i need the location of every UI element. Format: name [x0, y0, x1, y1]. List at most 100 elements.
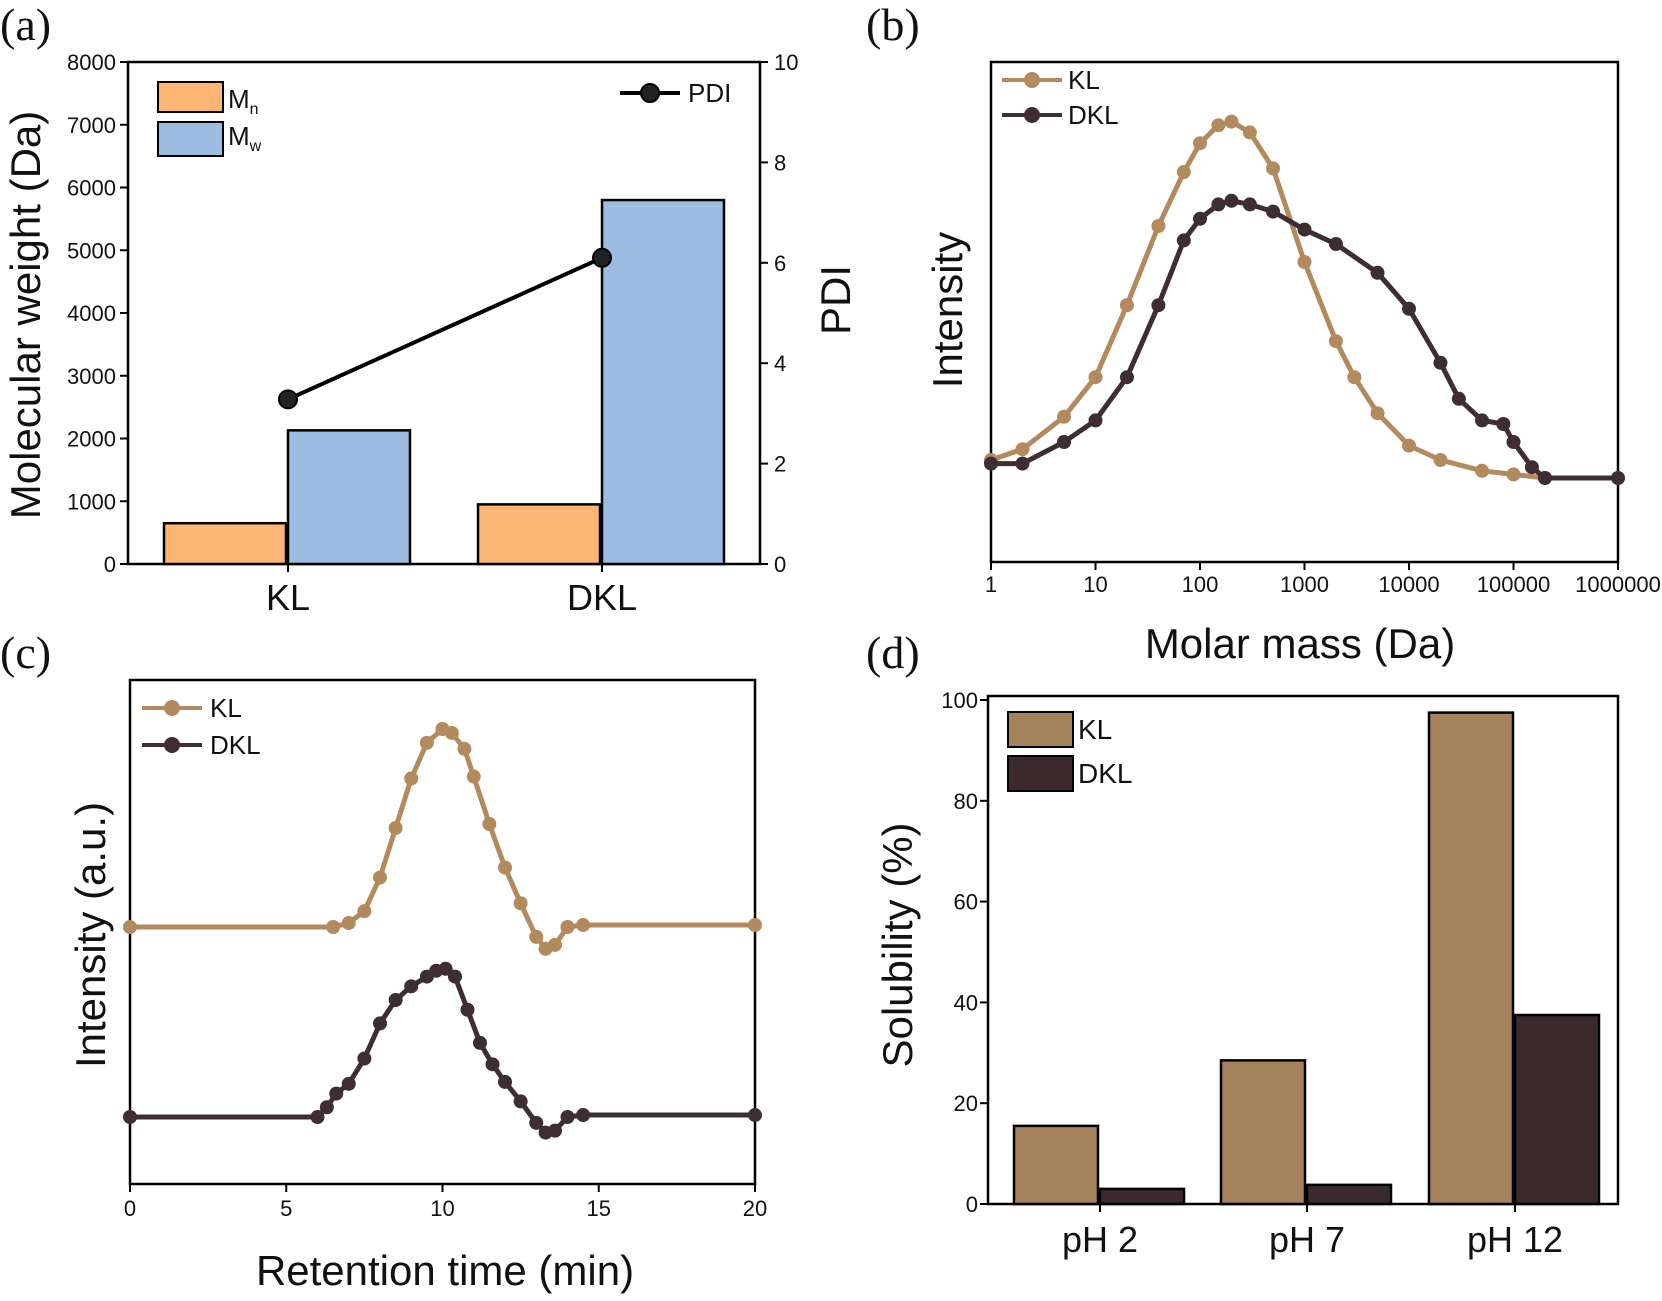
data-point-dkl: [1328, 237, 1343, 251]
data-point-dkl: [1496, 417, 1511, 431]
data-point-kl: [404, 771, 419, 786]
x-tick-label: 10: [430, 1196, 454, 1221]
x-tick-label: 15: [587, 1196, 611, 1221]
x-tick-label-ph12: pH 12: [1467, 1219, 1563, 1260]
data-point-dkl: [1176, 233, 1191, 248]
chart-d-legend: KL DKL: [1007, 711, 1132, 792]
data-point-dkl: [1119, 370, 1134, 385]
legend-marker-dkl: [1024, 107, 1040, 123]
legend-label-dkl: DKL: [210, 730, 261, 760]
data-point-dkl: [404, 979, 419, 994]
data-point-kl: [1176, 165, 1191, 179]
data-point-dkl: [748, 1108, 762, 1123]
y-tick-label: 0: [104, 552, 116, 577]
legend-label-kl: KL: [210, 693, 242, 723]
x-tick-label: 1: [985, 572, 997, 597]
data-point-kl: [1151, 219, 1166, 233]
y-tick-label: 7000: [67, 113, 116, 138]
data-point-dkl: [485, 1057, 500, 1072]
data-point-kl: [1328, 334, 1343, 349]
series-line-dkl: [130, 966, 755, 1136]
chart-a-ylabel: Molecular weight (Da): [2, 111, 49, 519]
chart-a: 0 1000 2000 3000 4000 5000 6000 7000 8000 0 2 4 6 8 1…: [2, 50, 859, 618]
y-tick-label: 5000: [67, 238, 116, 263]
data-point-kl: [1433, 453, 1448, 467]
data-point-kl: [498, 860, 512, 875]
chart-b-ylabel: Intensity: [924, 232, 971, 388]
bar-dkl-ph7: [1305, 1183, 1393, 1206]
data-point-kl: [419, 735, 434, 750]
data-point-dkl: [1611, 471, 1625, 485]
data-point-dkl: [1537, 471, 1552, 485]
chart-a-legend: Mn Mw PDI: [157, 78, 731, 157]
data-point-dkl: [460, 1002, 475, 1017]
legend-label-dkl: DKL: [1068, 100, 1119, 130]
y2-tick-label: 0: [774, 552, 786, 577]
data-point-dkl: [1015, 456, 1030, 471]
bar-kl-ph7: [1219, 1059, 1307, 1206]
data-point-dkl: [310, 1110, 325, 1124]
data-point-dkl: [1193, 211, 1207, 226]
bar-mn-kl: [162, 521, 288, 566]
data-point-dkl: [548, 1123, 562, 1138]
data-point-dkl: [1057, 435, 1072, 449]
data-point-kl: [1057, 409, 1072, 424]
legend-label-mw: Mw: [228, 121, 262, 155]
series-line-dkl: [991, 198, 1618, 481]
chart-c: 0 5 10 15 20 Retention time (min) Intensity …: [67, 678, 767, 1294]
data-point-kl: [576, 918, 591, 933]
x-tick-label: 1000: [1280, 572, 1329, 597]
chart-c-xlabel: Retention time (min): [256, 1247, 634, 1294]
x-tick-label-dkl: DKL: [567, 577, 637, 618]
chart-a-bars: [162, 198, 726, 566]
legend-marker-kl: [1024, 72, 1040, 88]
legend-swatch-dkl: [1007, 755, 1074, 792]
data-point-kl: [444, 725, 459, 740]
bar-mw-kl: [286, 429, 412, 566]
chart-b-x-ticks: 1 10 100 1000 10000 100000 1000000: [985, 562, 1661, 597]
bar-mw-dkl: [600, 198, 726, 566]
y2-tick-label: 2: [774, 452, 786, 477]
y-tick-label: 80: [954, 789, 978, 814]
chart-a-pdi-line: [278, 247, 612, 410]
data-point-dkl: [438, 961, 453, 976]
y-tick-label: 3000: [67, 364, 116, 389]
data-point-dkl: [513, 1094, 528, 1109]
data-point-dkl: [448, 969, 462, 984]
chart-d-ylabel: Solubility (%): [874, 822, 921, 1067]
data-point-dkl: [1088, 413, 1103, 428]
y-tick-label: 6000: [67, 176, 116, 201]
chart-b-legend: KL DKL: [1002, 65, 1119, 130]
y-tick-label: 100: [941, 688, 978, 713]
bar-kl-ph2: [1012, 1124, 1100, 1206]
chart-d: 0 20 40 60 80 100 pH 2 pH 7 pH 12 Solubility (%…: [874, 688, 1620, 1260]
data-point-dkl: [1475, 413, 1490, 428]
data-point-dkl: [1524, 460, 1539, 475]
y-tick-label: 60: [954, 890, 978, 915]
data-point-dkl: [329, 1086, 344, 1101]
x-tick-label: 100000: [1477, 572, 1550, 597]
x-tick-label-kl: KL: [266, 577, 310, 618]
x-tick-label-ph7: pH 7: [1269, 1219, 1345, 1260]
data-point-kl: [1193, 136, 1207, 151]
series-line-kl: [990, 118, 1618, 481]
data-point-kl: [1402, 438, 1416, 453]
x-tick-label: 10: [1083, 572, 1107, 597]
chart-d-bars: [1012, 711, 1601, 1206]
data-point-dkl: [1211, 197, 1226, 212]
pdi-line: [287, 255, 603, 402]
data-point-kl: [388, 821, 403, 835]
data-point-kl: [482, 817, 497, 832]
data-point-kl: [457, 741, 472, 756]
data-point-dkl: [473, 1035, 487, 1050]
panel-label-d: (d): [866, 627, 920, 678]
chart-c-series: [123, 722, 762, 1140]
data-point-kl: [1297, 255, 1312, 269]
data-point-kl: [1242, 125, 1257, 140]
x-tick-label: 5: [280, 1196, 292, 1221]
chart-d-x-ticks: pH 2 pH 7 pH 12: [1062, 1204, 1563, 1260]
data-point-kl: [1266, 161, 1281, 176]
y-tick-label: 2000: [67, 427, 116, 452]
y-tick-label: 0: [966, 1192, 978, 1217]
panel-label-b: (b): [866, 0, 920, 50]
